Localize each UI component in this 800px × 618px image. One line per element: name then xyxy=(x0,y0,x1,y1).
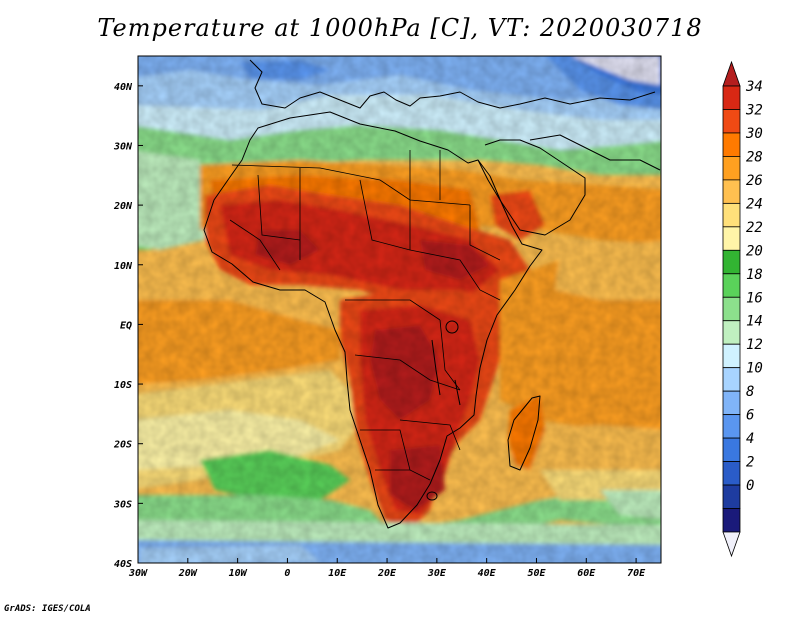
colorbar-bottom-triangle xyxy=(722,531,741,558)
temperature-field xyxy=(138,56,661,563)
colorbar-swatch xyxy=(722,343,741,369)
colorbar-swatch xyxy=(722,156,741,181)
colorbar-label: 0 xyxy=(746,478,754,494)
colorbar-swatch xyxy=(722,367,741,392)
colorbar-label: 26 xyxy=(746,173,763,189)
colorbar-swatch xyxy=(722,226,741,251)
colorbar-swatch xyxy=(722,461,741,486)
lon-tick-label: 20E xyxy=(377,568,397,579)
colorbar-swatch xyxy=(722,179,741,204)
arabia-coastline xyxy=(477,139,586,236)
lat-tick-label: 20N xyxy=(113,201,133,212)
lat-tick-label: 10N xyxy=(114,261,133,272)
country-borders xyxy=(229,150,501,481)
colorbar-swatch xyxy=(722,390,741,416)
colorbar-label: 20 xyxy=(746,243,763,259)
colorbar-label: 18 xyxy=(746,267,763,283)
lat-tick-label: 40N xyxy=(114,82,133,93)
lat-tick-label: 30N xyxy=(113,141,133,152)
colorbar-label: 28 xyxy=(746,149,763,165)
madagascar-coastline xyxy=(507,395,541,471)
colorbar-swatch xyxy=(722,320,741,345)
colorbar-swatch xyxy=(722,202,741,228)
colorbar-swatch xyxy=(722,249,741,275)
colorbar-swatch xyxy=(722,85,741,110)
lon-tick-label: 40E xyxy=(478,568,497,579)
colorbar-label: 22 xyxy=(746,220,763,236)
axis-ticks xyxy=(137,85,637,564)
colorbar-label: 34 xyxy=(745,79,763,95)
lon-tick-label: 0 xyxy=(284,568,290,579)
colorbar-label: 6 xyxy=(746,408,754,424)
lon-tick-label: 30E xyxy=(427,568,447,579)
lat-tick-label: 10S xyxy=(114,380,132,391)
lat-tick-label: 40S xyxy=(114,559,132,570)
coastlines xyxy=(203,59,661,529)
colorbar-label: 16 xyxy=(746,290,763,306)
colorbar-swatch xyxy=(722,273,741,298)
colorbar-label: 8 xyxy=(746,384,754,400)
colorbar-swatch xyxy=(722,437,741,462)
lon-tick-label: 30W xyxy=(128,568,148,579)
lon-tick-label: 10E xyxy=(328,568,347,579)
colorbar-swatch xyxy=(722,484,741,509)
map-frame xyxy=(137,55,662,564)
map-title: Temperature at 1000hPa [C], VT: 20200307… xyxy=(97,14,703,42)
colorbar-label: 12 xyxy=(746,337,763,353)
lat-tick-label: EQ xyxy=(120,320,132,331)
lon-tick-label: 10W xyxy=(229,568,248,579)
colorbar-swatch xyxy=(722,132,741,157)
colorbar-label: 24 xyxy=(746,196,763,212)
europe-coastline xyxy=(249,59,656,109)
colorbar-swatch xyxy=(722,109,741,134)
colorbar-swatch xyxy=(722,296,741,322)
lon-tick-label: 20W xyxy=(178,568,198,579)
lon-tick-label: 50E xyxy=(527,568,546,579)
persian-gulf-coast xyxy=(529,134,661,171)
lat-tick-label: 20S xyxy=(113,440,132,451)
colorbar-label: 30 xyxy=(745,126,763,142)
lon-tick-label: 70E xyxy=(627,568,646,579)
colorbar-label: 14 xyxy=(746,314,763,330)
colorbar-swatch xyxy=(722,414,741,439)
colorbar-top-triangle xyxy=(722,60,741,87)
colorbar-label: 10 xyxy=(746,361,763,377)
colorbar-label: 32 xyxy=(745,102,763,118)
colorbar-swatch xyxy=(722,508,741,533)
lat-tick-label: 30S xyxy=(113,499,132,510)
colorbar-label: 4 xyxy=(746,431,754,447)
africa-coastline xyxy=(203,111,543,529)
credit-text: GrADS: IGES/COLA xyxy=(4,604,91,614)
colorbar-label: 2 xyxy=(746,455,754,471)
lon-tick-label: 60E xyxy=(577,568,596,579)
axis-labels: 30W 20W 10W 0 10E 20E 30E 40E 50E 60E 70E 40N 30N 20N… xyxy=(113,82,646,579)
lakes xyxy=(426,320,461,501)
